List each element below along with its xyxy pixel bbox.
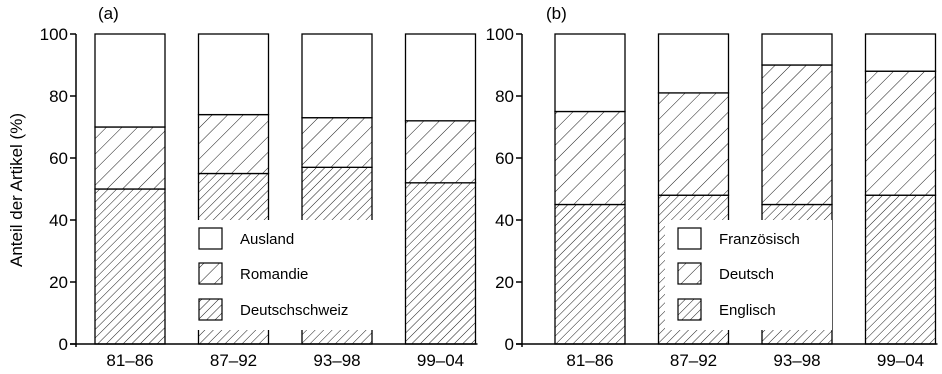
x-tick-label-a-3: 99–04 — [417, 351, 464, 370]
y-tick-label-b-3: 60 — [495, 149, 514, 168]
bar-segment-b-deutsch-0 — [554, 110, 626, 206]
legend-label-a-deutschschweiz: Deutschschweiz — [240, 302, 348, 319]
legend-swatch-b-deutsch — [677, 262, 702, 285]
bar-segment-a-ausland-2 — [301, 33, 373, 119]
bar-segment-b-deutsch-2 — [761, 64, 833, 206]
bar-segment-a-romandie-0 — [94, 126, 166, 190]
y-tick-label-b-0: 0 — [505, 335, 514, 354]
bar-segment-b-deutsch-1 — [657, 92, 730, 196]
y-tick-label-a-2: 40 — [49, 211, 68, 230]
x-tick-label-a-1: 87–92 — [210, 351, 257, 370]
bar-segment-a-romandie-1 — [197, 113, 270, 175]
x-tick-label-b-1: 87–92 — [670, 351, 717, 370]
x-tick-label-a-2: 93–98 — [313, 351, 360, 370]
x-tick-label-b-3: 99–04 — [877, 351, 924, 370]
y-axis-title: Anteil der Artikel (%) — [7, 113, 26, 267]
panel-b: (b) Französisch Deutsch Englisch 81–86 87–9… — [486, 4, 938, 370]
panel-b-legend: Französisch Deutsch Englisch — [677, 227, 800, 321]
legend-label-b-deutsch: Deutsch — [719, 266, 774, 283]
bar-segment-a-ausland-3 — [404, 33, 477, 122]
panel-a-label: (a) — [98, 4, 119, 23]
panel-b-label: (b) — [546, 4, 567, 23]
y-tick-label-a-0: 0 — [59, 335, 68, 354]
y-tick-label-b-2: 40 — [495, 211, 514, 230]
bar-segment-b-französisch-2 — [761, 33, 833, 66]
bar-segment-a-romandie-2 — [301, 117, 373, 168]
legend-swatch-a-ausland — [198, 227, 223, 250]
legend-label-a-ausland: Ausland — [240, 231, 294, 248]
legend-swatch-b-französisch — [677, 227, 702, 250]
x-tick-label-a-0: 81–86 — [106, 351, 153, 370]
panel-a-axes: 81–86 87–92 93–98 99–04 0 20 40 60 80 100 — [40, 25, 478, 370]
legend-swatch-a-romandie — [198, 262, 223, 285]
y-tick-label-b-1: 20 — [495, 273, 514, 292]
legend-swatch-b-englisch — [677, 298, 702, 321]
y-tick-label-a-3: 60 — [49, 149, 68, 168]
y-tick-label-b-4: 80 — [495, 87, 514, 106]
bar-segment-a-ausland-1 — [197, 33, 270, 116]
bar-segment-a-romandie-3 — [404, 120, 477, 184]
legend-swatch-a-deutschschweiz — [198, 298, 223, 321]
x-tick-label-b-0: 81–86 — [566, 351, 613, 370]
y-tick-label-b-5: 100 — [486, 25, 514, 44]
x-tick-label-b-2: 93–98 — [773, 351, 820, 370]
legend-label-a-romandie: Romandie — [240, 266, 308, 283]
bar-segment-b-französisch-3 — [864, 33, 937, 72]
bar-segment-b-deutsch-3 — [864, 70, 937, 196]
bar-segment-b-französisch-1 — [657, 33, 730, 94]
legend-label-b-französisch: Französisch — [719, 231, 800, 248]
y-tick-label-a-1: 20 — [49, 273, 68, 292]
panel-b-axes: 81–86 87–92 93–98 99–04 0 20 40 60 80 100 — [486, 25, 938, 370]
bar-segment-b-französisch-0 — [554, 33, 626, 113]
bar-segment-b-englisch-0 — [554, 203, 626, 345]
bar-segment-a-ausland-0 — [94, 33, 166, 128]
y-tick-label-a-4: 80 — [49, 87, 68, 106]
panel-a-legend: Ausland Romandie Deutschschweiz — [198, 227, 348, 321]
bar-segment-a-deutschschweiz-3 — [404, 182, 477, 345]
bar-segment-a-deutschschweiz-0 — [94, 188, 166, 345]
bar-segment-b-englisch-3 — [864, 194, 937, 345]
legend-label-b-englisch: Englisch — [719, 302, 776, 319]
y-tick-label-a-5: 100 — [40, 25, 68, 44]
